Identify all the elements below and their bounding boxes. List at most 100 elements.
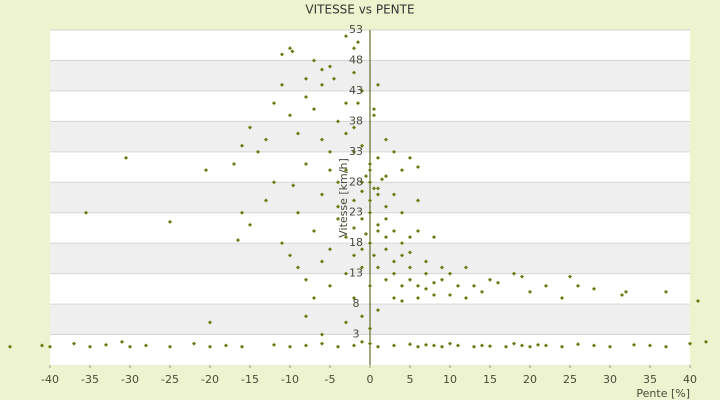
point (328, 247, 332, 252)
point (392, 343, 396, 348)
point (376, 229, 380, 233)
point (264, 198, 268, 203)
point (392, 271, 396, 276)
point (400, 253, 404, 258)
point (488, 344, 492, 349)
point (328, 283, 332, 288)
point (288, 113, 292, 118)
point (272, 342, 276, 347)
point (416, 229, 420, 233)
point (360, 216, 364, 221)
point (400, 283, 404, 288)
point (328, 64, 332, 69)
point (320, 341, 324, 346)
point (416, 296, 420, 300)
point (344, 34, 348, 39)
point (360, 247, 364, 252)
point (424, 271, 428, 276)
point (8, 344, 12, 349)
point (360, 88, 364, 93)
point (688, 341, 692, 346)
point (384, 216, 388, 221)
point (296, 131, 300, 136)
point (320, 259, 324, 264)
point (472, 344, 476, 349)
point (256, 149, 260, 154)
point (320, 332, 324, 337)
point (356, 40, 360, 45)
point (512, 271, 516, 276)
point (512, 341, 516, 346)
point (288, 344, 292, 349)
point (480, 289, 484, 294)
point (376, 186, 380, 191)
point (704, 339, 708, 344)
point (648, 343, 652, 348)
x-tick-label: 0 (367, 373, 374, 386)
point (376, 308, 380, 313)
point (576, 283, 580, 288)
point (364, 174, 368, 179)
point (168, 219, 172, 224)
point (608, 344, 612, 349)
point (320, 67, 324, 72)
point (352, 46, 356, 51)
point (40, 343, 44, 348)
point (472, 283, 476, 288)
point (204, 168, 208, 173)
point (384, 137, 388, 142)
point (304, 314, 308, 319)
point (384, 277, 388, 282)
point (544, 283, 548, 288)
x-tick-label: -20 (201, 373, 219, 386)
point (372, 253, 376, 258)
point (236, 238, 240, 243)
point (408, 342, 412, 347)
point (576, 342, 580, 347)
point (376, 82, 380, 87)
y-tick-label: 43 (349, 84, 363, 97)
point (376, 222, 380, 227)
point (352, 225, 356, 230)
point (408, 235, 412, 240)
point (696, 299, 700, 304)
point (432, 280, 436, 285)
point (344, 271, 348, 276)
point (360, 339, 364, 344)
point (376, 155, 380, 160)
point (280, 82, 284, 87)
point (360, 189, 364, 194)
point (240, 143, 244, 148)
point (408, 265, 412, 270)
point (392, 149, 396, 154)
point (240, 210, 244, 215)
point (72, 341, 76, 346)
point (104, 342, 108, 347)
point (544, 343, 548, 348)
point (312, 229, 316, 233)
point (272, 180, 276, 185)
point (304, 162, 308, 166)
point (520, 274, 524, 279)
point (372, 107, 376, 112)
point (288, 253, 292, 258)
point (368, 180, 372, 185)
point (240, 344, 244, 349)
x-tick-label: -30 (121, 373, 139, 386)
point (376, 344, 380, 349)
x-tick-label: -25 (161, 373, 179, 386)
point (480, 343, 484, 348)
point (376, 192, 380, 197)
point (352, 149, 356, 154)
x-tick-label: -40 (41, 373, 59, 386)
point (432, 292, 436, 297)
point (332, 76, 336, 81)
point (380, 177, 384, 182)
point (392, 296, 396, 300)
point (384, 235, 388, 240)
point (192, 341, 196, 346)
point (408, 250, 412, 255)
point (336, 119, 340, 124)
point (408, 155, 412, 160)
